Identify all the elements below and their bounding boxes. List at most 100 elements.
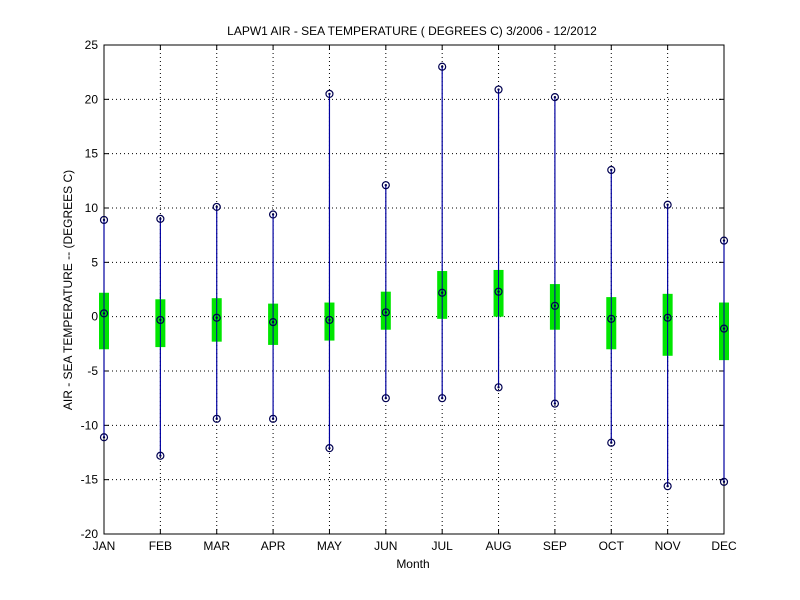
- min-marker-dot: [271, 417, 275, 421]
- min-marker: [99, 433, 109, 442]
- median-marker: [381, 308, 390, 317]
- min-marker-dot: [328, 446, 331, 450]
- max-marker: [212, 202, 221, 212]
- min-marker-dot: [384, 396, 388, 400]
- median-marker-dot: [440, 291, 444, 294]
- median-marker-dot: [610, 317, 613, 321]
- max-marker-dot: [722, 239, 726, 242]
- y-tick-label: -20: [81, 527, 99, 541]
- x-tick-label: JUL: [432, 539, 454, 553]
- y-tick-label: 10: [85, 201, 99, 215]
- box-plots: [99, 62, 729, 491]
- box-apr: [268, 210, 279, 423]
- min-marker: [494, 383, 503, 392]
- box-dec: [719, 236, 729, 486]
- median-marker-dot: [328, 318, 331, 322]
- max-marker-dot: [271, 213, 275, 216]
- max-marker-dot: [215, 205, 218, 209]
- x-tick-label: MAR: [203, 539, 230, 553]
- min-marker: [212, 414, 221, 423]
- max-marker-dot: [328, 92, 331, 96]
- y-axis-label: AIR - SEA TEMPERATURE -- (DEGREES C): [61, 170, 75, 410]
- max-marker-dot: [610, 168, 613, 172]
- x-tick-label: JAN: [93, 539, 116, 553]
- median-marker: [212, 313, 221, 322]
- y-tick-label: -15: [81, 473, 99, 487]
- min-marker: [325, 444, 334, 453]
- min-marker-dot: [722, 480, 726, 484]
- min-marker-dot: [666, 484, 669, 488]
- max-marker-dot: [159, 217, 162, 221]
- max-marker: [607, 165, 616, 175]
- box-oct: [606, 165, 617, 447]
- box-feb: [155, 214, 166, 460]
- median-marker: [607, 314, 616, 323]
- median-marker-dot: [666, 316, 669, 319]
- box-mar: [211, 202, 222, 423]
- x-tick-label: NOV: [655, 539, 681, 553]
- min-marker: [607, 438, 616, 447]
- box-aug: [493, 85, 504, 392]
- median-marker-dot: [102, 312, 106, 315]
- min-marker-dot: [610, 441, 613, 444]
- max-marker: [550, 93, 560, 102]
- median-marker: [438, 288, 447, 297]
- min-marker: [156, 451, 165, 460]
- median-marker-dot: [271, 320, 275, 324]
- max-marker-dot: [102, 218, 106, 222]
- x-tick-label: DEC: [711, 539, 737, 553]
- y-tick-label: -10: [81, 418, 99, 432]
- max-marker: [99, 215, 109, 225]
- min-marker-dot: [102, 436, 106, 439]
- box-sep: [549, 93, 560, 408]
- box-jul: [437, 62, 448, 403]
- x-axis-ticks: JAN FEB MAR APR MAY JUN JUL AUG SEP OCT NOV DEC: [93, 45, 737, 553]
- median-marker: [325, 315, 334, 325]
- box-jan: [99, 215, 109, 442]
- max-marker: [325, 89, 334, 99]
- median-marker: [719, 324, 729, 333]
- min-marker: [438, 394, 447, 403]
- median-marker: [268, 318, 278, 327]
- max-marker: [719, 236, 729, 245]
- min-marker-dot: [215, 417, 218, 421]
- median-marker-dot: [722, 327, 726, 330]
- min-marker: [663, 482, 672, 491]
- max-marker-dot: [666, 203, 669, 206]
- x-tick-label: APR: [261, 539, 286, 553]
- median-marker-dot: [159, 318, 162, 322]
- box-jun: [380, 181, 391, 403]
- min-marker-dot: [159, 454, 162, 457]
- max-marker: [156, 214, 165, 223]
- x-tick-label: JUN: [374, 539, 397, 553]
- x-tick-label: AUG: [486, 539, 512, 553]
- median-marker-dot: [384, 311, 388, 314]
- chart-title: LAPW1 AIR - SEA TEMPERATURE ( DEGREES C)…: [227, 24, 597, 38]
- min-marker: [268, 414, 278, 423]
- median-marker-dot: [553, 304, 557, 307]
- median-marker: [550, 301, 560, 310]
- x-tick-label: FEB: [149, 539, 172, 553]
- y-tick-label: 20: [85, 92, 99, 106]
- median-marker-dot: [215, 316, 218, 319]
- y-tick-label: 15: [85, 147, 99, 161]
- median-marker: [663, 313, 672, 322]
- min-marker-dot: [497, 386, 500, 389]
- min-marker: [381, 394, 390, 403]
- x-axis-label: Month: [396, 557, 429, 571]
- max-marker: [381, 181, 390, 190]
- x-tick-label: MAY: [317, 539, 342, 553]
- box-may: [324, 89, 335, 453]
- median-marker-dot: [497, 290, 500, 293]
- max-marker-dot: [497, 88, 500, 91]
- max-marker: [268, 210, 278, 219]
- y-tick-label: 25: [85, 38, 99, 52]
- max-marker: [494, 85, 503, 94]
- box-nov: [662, 200, 673, 491]
- y-tick-label: 5: [91, 255, 98, 269]
- min-marker-dot: [553, 402, 557, 405]
- min-marker: [550, 399, 560, 408]
- min-marker-dot: [440, 396, 444, 400]
